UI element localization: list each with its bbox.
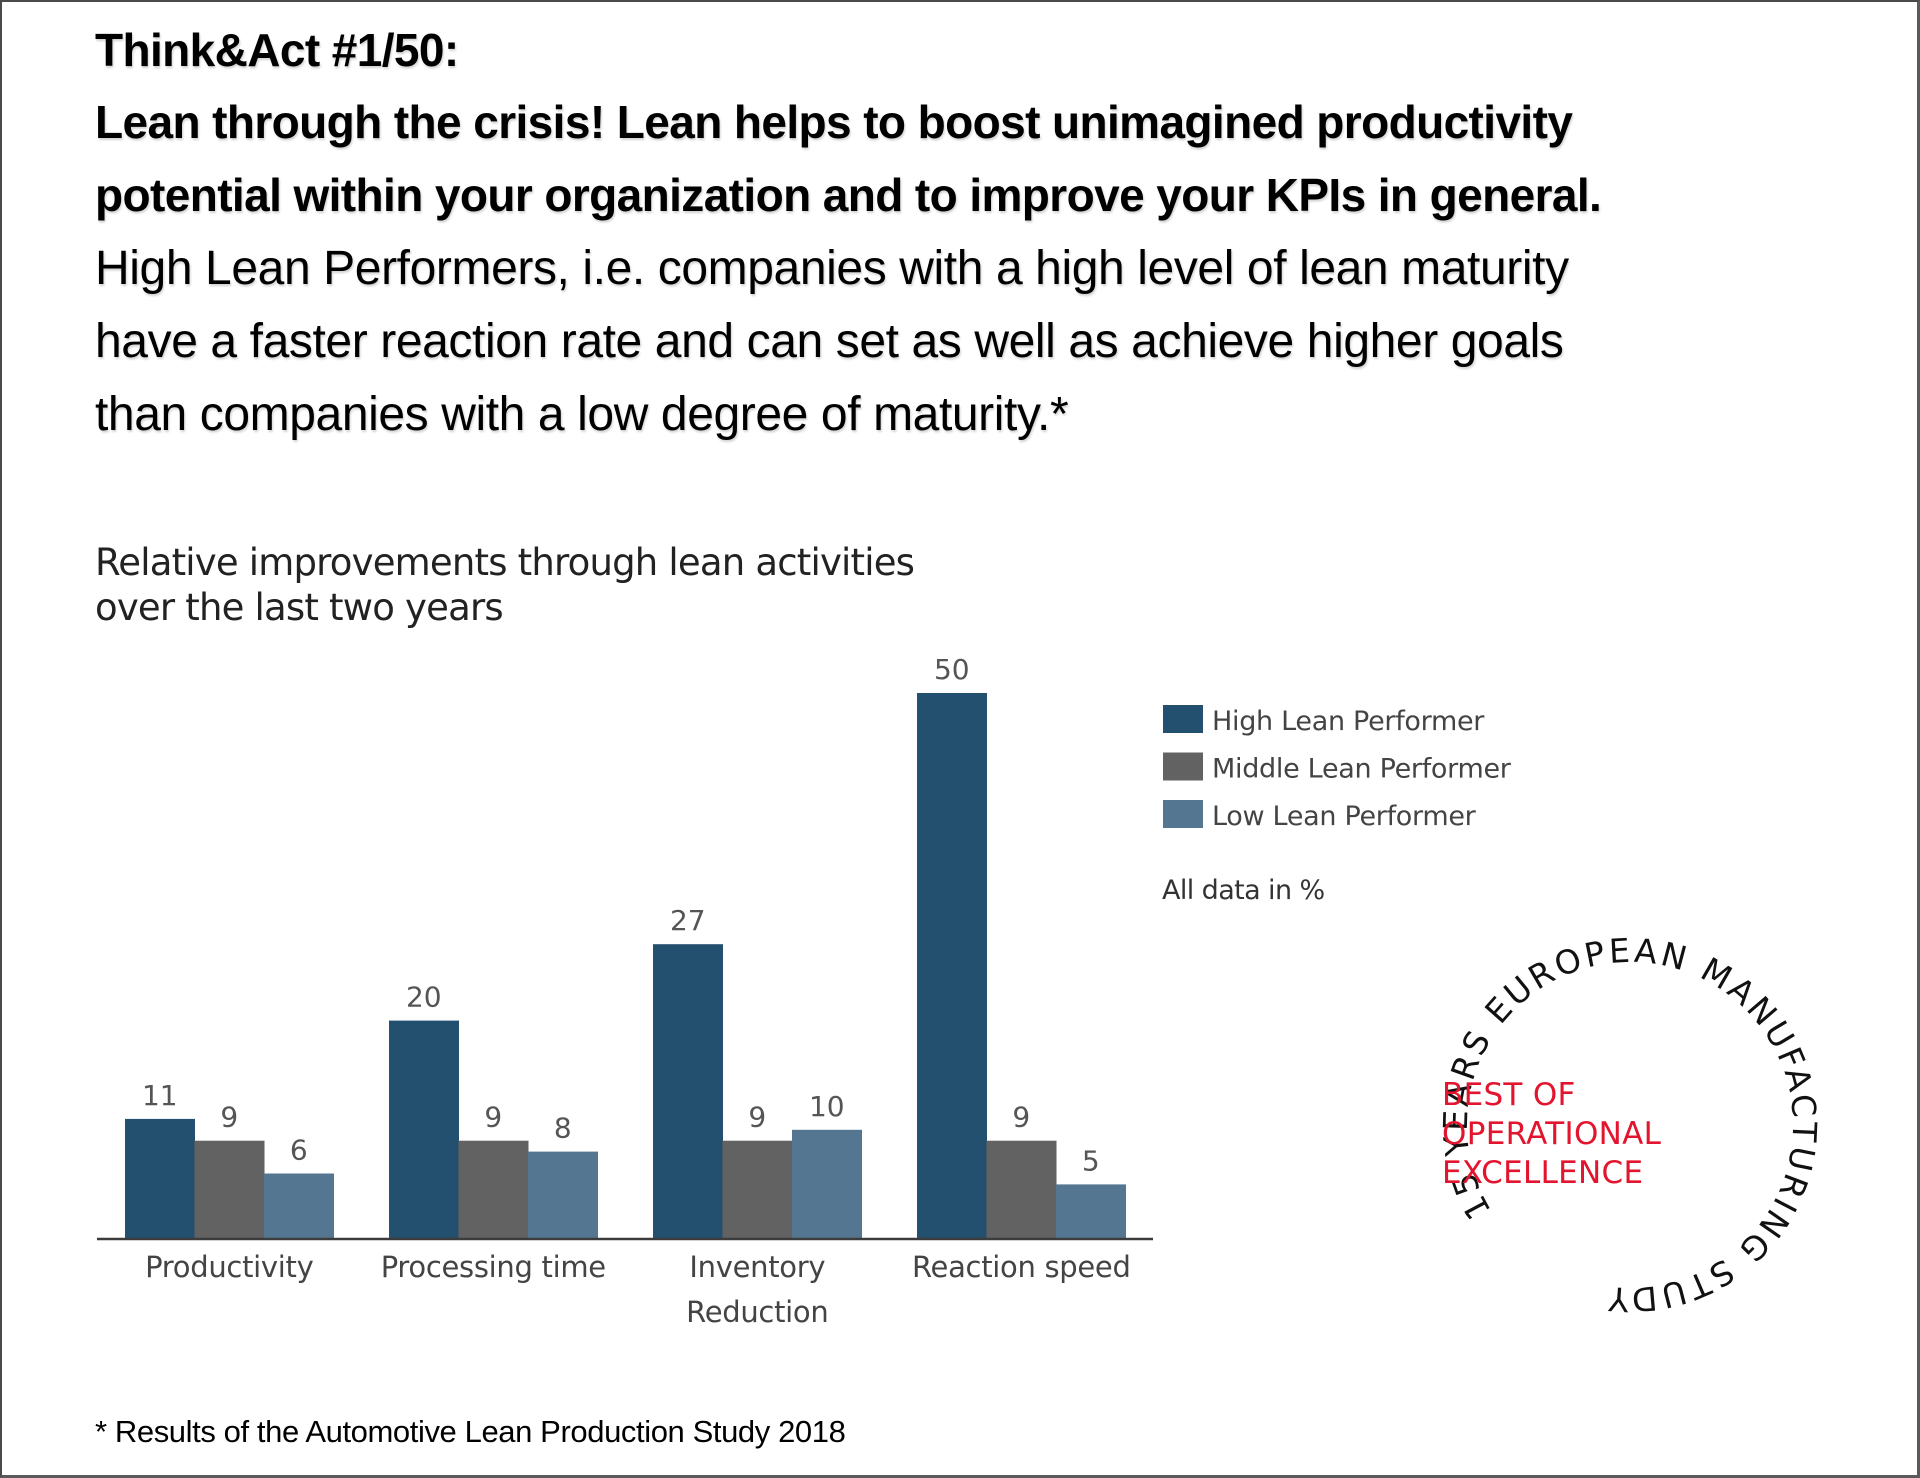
body-line-3: than companies with a low degree of matu… — [95, 388, 1069, 441]
bars-group — [125, 693, 1126, 1239]
bar-low-lean-performer-processing-time — [528, 1151, 598, 1239]
value-label-middle-lean-performer-reaction-speed: 9 — [1012, 1101, 1030, 1134]
bar-middle-lean-performer-processing-time — [458, 1140, 529, 1239]
value-label-low-lean-performer-inventory-reduction: 10 — [809, 1090, 845, 1123]
bar-low-lean-performer-reaction-speed — [1056, 1184, 1126, 1239]
category-label-productivity: Productivity — [145, 1250, 313, 1284]
subtitle-line-1: Lean through the crisis! Lean helps to b… — [95, 96, 1573, 148]
category-label-inventory-reduction-line-1: Inventory — [689, 1250, 825, 1284]
study-stamp: 15 YEARS EUROPEAN MANUFACTURING STUDY BE… — [1362, 857, 1897, 1392]
value-label-low-lean-performer-reaction-speed: 5 — [1082, 1144, 1100, 1177]
bar-high-lean-performer-productivity — [125, 1118, 195, 1239]
value-label-high-lean-performer-inventory-reduction: 27 — [670, 904, 706, 937]
bar-low-lean-performer-productivity — [264, 1173, 334, 1239]
legend-swatch-middle-lean-performer — [1163, 752, 1203, 781]
chart-title-line-2: over the last two years — [95, 586, 503, 629]
legend-label-low-lean-performer: Low Lean Performer — [1212, 801, 1477, 832]
legend-swatch-high-lean-performer — [1163, 705, 1203, 733]
category-labels-group: Productivity Processing time Inventory Redu… — [145, 1250, 1131, 1329]
bar-high-lean-performer-reaction-speed — [917, 693, 987, 1239]
legend-label-middle-lean-performer: Middle Lean Performer — [1212, 754, 1512, 785]
stamp-line-2: OPERATIONAL — [1442, 1116, 1662, 1152]
body-line-1: High Lean Performers, i.e. companies wit… — [95, 242, 1569, 295]
headline-block: Think&Act #1/50: Lean through the crisis… — [95, 14, 1895, 451]
stamp-line-3: EXCELLENCE — [1442, 1155, 1643, 1191]
page-title: Think&Act #1/50: — [95, 24, 459, 76]
bar-middle-lean-performer-inventory-reduction — [722, 1140, 793, 1239]
value-label-middle-lean-performer-processing-time: 9 — [484, 1101, 502, 1134]
legend-label-high-lean-performer: High Lean Performer — [1212, 706, 1485, 737]
value-label-middle-lean-performer-inventory-reduction: 9 — [748, 1101, 766, 1134]
category-label-inventory-reduction-line-2: Reduction — [686, 1295, 828, 1329]
legend-swatch-low-lean-performer — [1163, 800, 1203, 828]
chart-title-line-1: Relative improvements through lean activ… — [95, 541, 914, 584]
legend: High Lean Performer Middle Lean Performer… — [1163, 705, 1512, 832]
bar-low-lean-performer-inventory-reduction — [792, 1129, 862, 1239]
value-label-high-lean-performer-reaction-speed: 50 — [934, 653, 970, 686]
value-labels-group: 11 9 6 20 9 8 27 9 10 50 9 5 — [142, 653, 1100, 1177]
value-label-low-lean-performer-processing-time: 8 — [554, 1112, 572, 1145]
subtitle-line-2: potential within your organization and t… — [95, 169, 1602, 221]
body-line-2: have a faster reaction rate and can set … — [95, 315, 1564, 368]
bar-middle-lean-performer-reaction-speed — [986, 1140, 1057, 1239]
value-label-high-lean-performer-productivity: 11 — [142, 1079, 178, 1112]
value-label-middle-lean-performer-productivity: 9 — [220, 1101, 238, 1134]
category-label-reaction-speed: Reaction speed — [912, 1250, 1131, 1284]
footnote: * Results of the Automotive Lean Product… — [95, 1414, 846, 1449]
stamp-line-1: BEST OF — [1442, 1077, 1576, 1113]
value-label-high-lean-performer-processing-time: 20 — [406, 981, 442, 1014]
bar-middle-lean-performer-productivity — [194, 1140, 265, 1239]
bar-high-lean-performer-processing-time — [389, 1020, 459, 1239]
bar-high-lean-performer-inventory-reduction — [653, 944, 723, 1239]
unit-note: All data in % — [1162, 875, 1325, 906]
value-label-low-lean-performer-productivity: 6 — [290, 1134, 308, 1167]
category-label-processing-time: Processing time — [381, 1250, 606, 1284]
